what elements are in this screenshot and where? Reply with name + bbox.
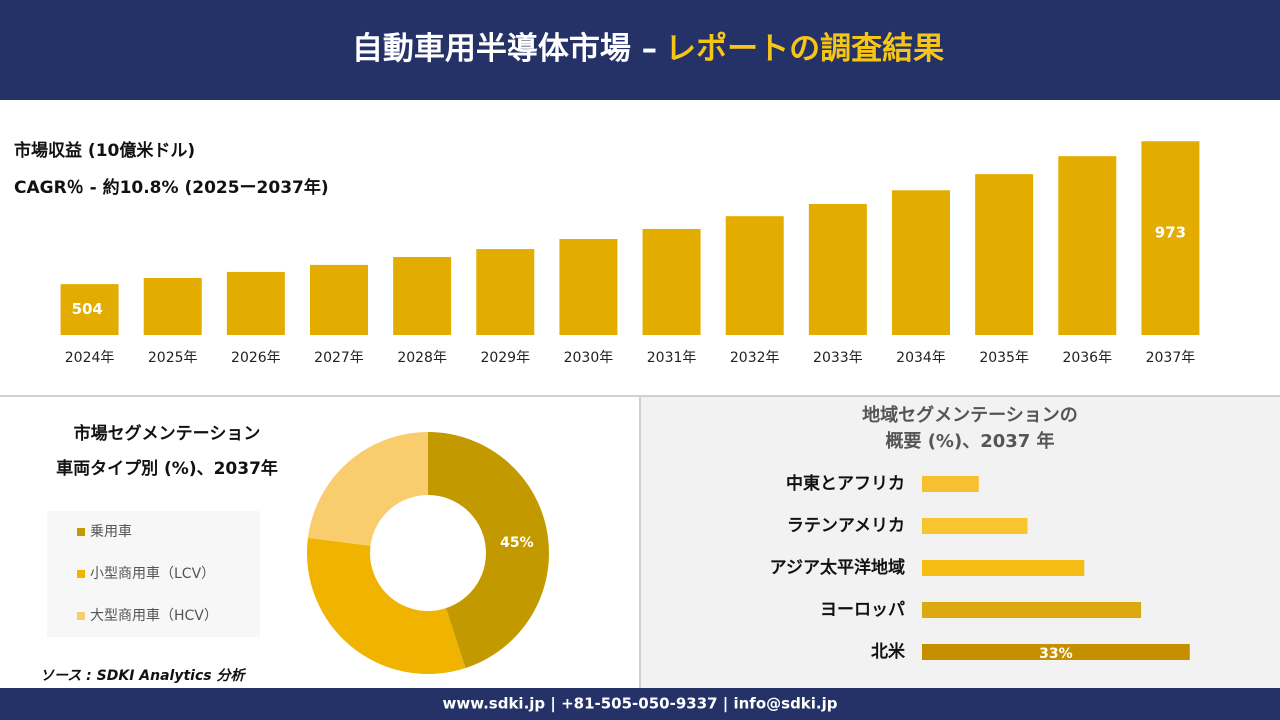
header-title-accent: レポートの調査結果 (665, 31, 944, 67)
bar (922, 602, 1142, 618)
bar (559, 239, 618, 335)
x-tick-label: 2029年 (480, 350, 530, 366)
bar (1058, 156, 1117, 335)
data-label: 33% (1039, 646, 1073, 662)
chart-title: 地域セグメンテーションの (862, 404, 1078, 426)
chart-title: 市場セグメンテーション (74, 423, 261, 444)
x-tick-label: 2033年 (813, 350, 863, 366)
region-panel (641, 397, 1280, 688)
donut-segment (428, 432, 549, 669)
x-tick-label: 2026年 (231, 350, 281, 366)
data-label: 973 (1155, 224, 1186, 242)
header-title-main: 自動車用半導体市場 – (352, 31, 657, 67)
legend-swatch (77, 570, 85, 578)
bar (922, 518, 1028, 534)
x-tick-label: 2036年 (1062, 350, 1112, 366)
bar (393, 257, 452, 335)
bar (922, 644, 1190, 660)
bar (725, 216, 784, 335)
donut-segment (307, 537, 466, 674)
x-tick-label: 2025年 (148, 350, 198, 366)
x-tick-label: 2028年 (397, 350, 447, 366)
bar (642, 228, 701, 335)
chart-title: 市場収益 (10億米ドル) (14, 140, 195, 161)
bar (975, 174, 1034, 335)
footer-contact: www.sdki.jp | +81-505-050-9337 | info@sd… (442, 695, 837, 714)
y-tick-label: ラテンアメリカ (787, 516, 905, 536)
bar (808, 203, 867, 335)
x-tick-label: 2027年 (314, 350, 364, 366)
donut-segment (307, 432, 428, 546)
legend-swatch (77, 612, 85, 620)
bar (310, 264, 368, 335)
x-tick-label: 2024年 (65, 350, 115, 366)
data-label: 45% (500, 535, 534, 551)
x-tick-label: 2030年 (564, 350, 614, 366)
bar (143, 278, 202, 335)
x-tick-label: 2032年 (730, 350, 780, 366)
x-tick-label: 2035年 (979, 350, 1029, 366)
chart-subtitle: CAGR％ - 約10.8% (2025ー2037年) (14, 177, 329, 198)
chart-subtitle: 概要 (%)、2037 年 (885, 430, 1054, 452)
y-tick-label: 中東とアフリカ (786, 473, 905, 494)
bar (922, 476, 979, 492)
legend-label: 大型商用車（HCV） (90, 607, 218, 624)
x-tick-label: 2031年 (647, 350, 697, 366)
y-tick-label: 北米 (871, 641, 906, 662)
source-note: ソース : SDKI Analytics 分析 (40, 667, 246, 684)
header-title: 自動車用半導体市場 – レポートの調査結果 (352, 31, 944, 67)
chart-subtitle: 車両タイプ別 (%)、2037年 (56, 458, 278, 479)
bar (922, 560, 1085, 576)
bar (60, 284, 119, 335)
bar (476, 249, 535, 335)
bar (1141, 141, 1200, 335)
legend-label: 乗用車 (90, 523, 132, 540)
header-bar (0, 0, 1280, 100)
bar (226, 271, 285, 335)
x-tick-label: 2034年 (896, 350, 946, 366)
data-label: 504 (72, 300, 103, 318)
x-tick-label: 2037年 (1146, 350, 1196, 366)
bar (892, 190, 950, 335)
footer-bar (0, 688, 1280, 720)
y-tick-label: アジア太平洋地域 (770, 557, 905, 578)
legend-label: 小型商用車（LCV） (90, 565, 215, 582)
y-tick-label: ヨーロッパ (820, 600, 905, 620)
legend-swatch (77, 528, 85, 536)
